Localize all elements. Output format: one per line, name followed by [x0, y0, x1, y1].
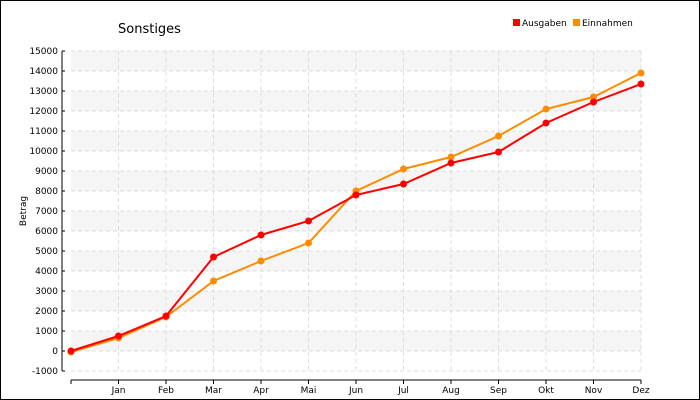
y-tick-label: 3000 — [35, 287, 58, 297]
y-tick-label: 8000 — [35, 187, 58, 197]
data-point — [400, 180, 407, 188]
legend-label: Einnahmen — [582, 19, 633, 29]
y-tick-label: 2000 — [35, 307, 58, 317]
data-point — [162, 312, 170, 320]
data-point — [210, 277, 217, 285]
x-tick-label: Jan — [111, 386, 126, 396]
x-tick-label: Mai — [301, 386, 317, 396]
x-tick-label: Aug — [442, 386, 460, 396]
y-tick-label: 0 — [52, 347, 58, 357]
x-tick-label: Feb — [158, 386, 174, 396]
x-tick-label: Apr — [253, 386, 269, 396]
data-point — [257, 231, 265, 239]
data-point — [305, 239, 312, 247]
y-tick-label: 4000 — [35, 267, 58, 277]
y-axis-title: Betrag — [19, 196, 29, 226]
y-tick-label: 10000 — [29, 147, 58, 157]
data-point — [352, 191, 360, 199]
legend: Ausgaben Einnahmen — [513, 19, 633, 29]
y-tick-label: 6000 — [35, 227, 58, 237]
y-tick-label: 13000 — [29, 87, 58, 97]
legend-label: Ausgaben — [522, 19, 567, 29]
background-band — [71, 291, 641, 311]
y-tick-label: 12000 — [29, 107, 58, 117]
data-point — [210, 253, 217, 261]
x-tick-label: Nov — [585, 386, 603, 396]
legend-swatch — [573, 19, 580, 26]
y-tick-label: 7000 — [35, 207, 58, 217]
y-tick-label: -1000 — [32, 367, 58, 377]
data-point — [542, 105, 550, 113]
data-point — [115, 332, 122, 340]
y-tick-label: 5000 — [35, 247, 58, 257]
data-point — [67, 347, 75, 355]
data-point — [590, 98, 597, 106]
data-point — [400, 165, 407, 173]
chart-title: Sonstiges — [118, 22, 181, 37]
tick-labels: -1000 0 1000 2000 3000 4000 5000 6000 7000 8000 90… — [29, 47, 650, 396]
x-tick-label: Jul — [397, 386, 409, 396]
data-point — [447, 159, 455, 167]
data-point — [447, 153, 455, 161]
data-point — [590, 93, 597, 101]
series-ausgaben — [67, 80, 645, 355]
data-point — [637, 69, 645, 77]
x-tick-label: Sep — [490, 386, 507, 396]
data-point — [495, 132, 502, 140]
y-tick-label: 11000 — [29, 127, 58, 137]
x-tick-label: Dez — [632, 386, 649, 396]
y-tick-label: 14000 — [29, 67, 58, 77]
data-point — [542, 119, 550, 127]
background-band — [71, 131, 641, 151]
data-point — [637, 80, 645, 88]
axes — [61, 50, 642, 384]
grid-lines — [71, 50, 642, 372]
data-point — [305, 217, 312, 225]
data-point — [495, 148, 502, 156]
y-tick-label: 15000 — [29, 47, 58, 57]
legend-swatch — [513, 19, 520, 26]
x-tick-label: Jun — [348, 386, 363, 396]
y-tick-label: 9000 — [35, 167, 58, 177]
x-tick-label: Mar — [205, 386, 222, 396]
x-tick-label: Okt — [538, 386, 554, 396]
data-point — [257, 257, 265, 265]
y-tick-label: 1000 — [35, 327, 58, 337]
series-layer — [67, 69, 645, 356]
